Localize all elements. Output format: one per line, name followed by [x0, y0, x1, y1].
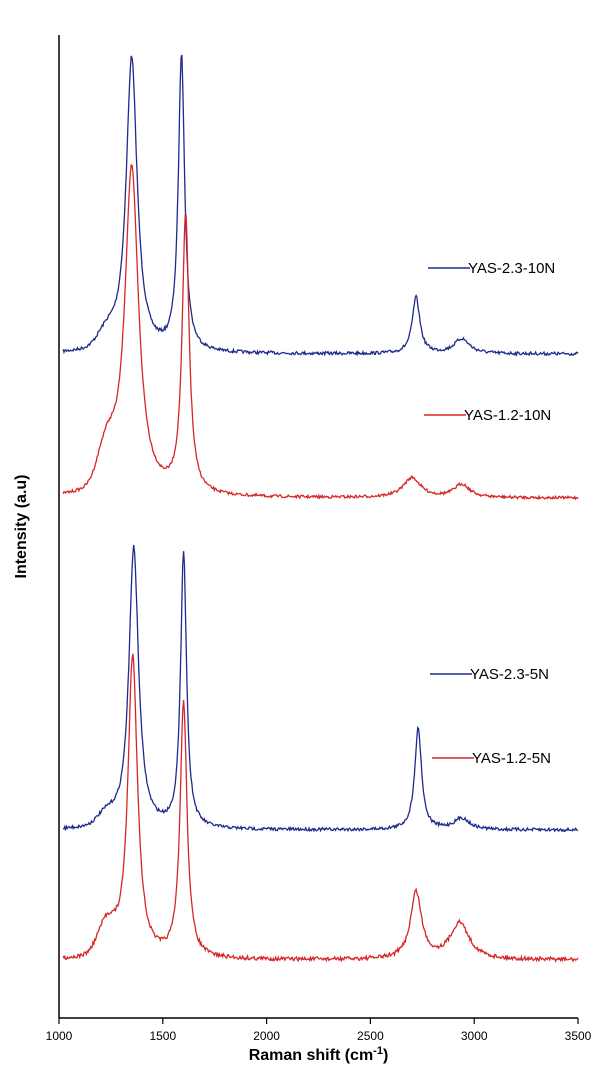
x-tick-label: 3000: [461, 1029, 488, 1043]
legend: YAS-2.3-10N YAS-1.2-10N YAS-2.3-5N YAS-1.2-…: [424, 260, 555, 767]
x-ticks: 1000 1500 2000 2500 3000 3500: [46, 1018, 592, 1043]
x-axis-title-close: ): [383, 1047, 388, 1064]
x-tick-label: 1000: [46, 1029, 73, 1043]
series-line-yas-2-3-10n: [62, 54, 579, 357]
traces: [62, 54, 579, 963]
x-tick-label: 2500: [357, 1029, 384, 1043]
x-tick-label: 1500: [149, 1029, 176, 1043]
x-axis-title-sup: -1: [373, 1045, 383, 1057]
x-axis-title-main: Raman shift (cm: [249, 1047, 373, 1064]
series-line-yas-1-2-5n: [62, 653, 579, 963]
legend-label: YAS-2.3-10N: [468, 260, 555, 277]
x-axis-title: Raman shift (cm-1): [249, 1045, 389, 1064]
x-tick-label: 2000: [253, 1029, 280, 1043]
legend-label: YAS-1.2-10N: [464, 407, 551, 424]
axes: 1000 1500 2000 2500 3000 3500: [46, 35, 592, 1043]
y-axis-title: Intensity (a.u): [13, 474, 30, 578]
legend-label: YAS-2.3-5N: [470, 666, 549, 683]
series-line-yas-2-3-5n: [62, 544, 579, 833]
series-line-yas-1-2-10n: [62, 164, 579, 501]
legend-label: YAS-1.2-5N: [472, 750, 551, 767]
x-tick-label: 3500: [565, 1029, 592, 1043]
